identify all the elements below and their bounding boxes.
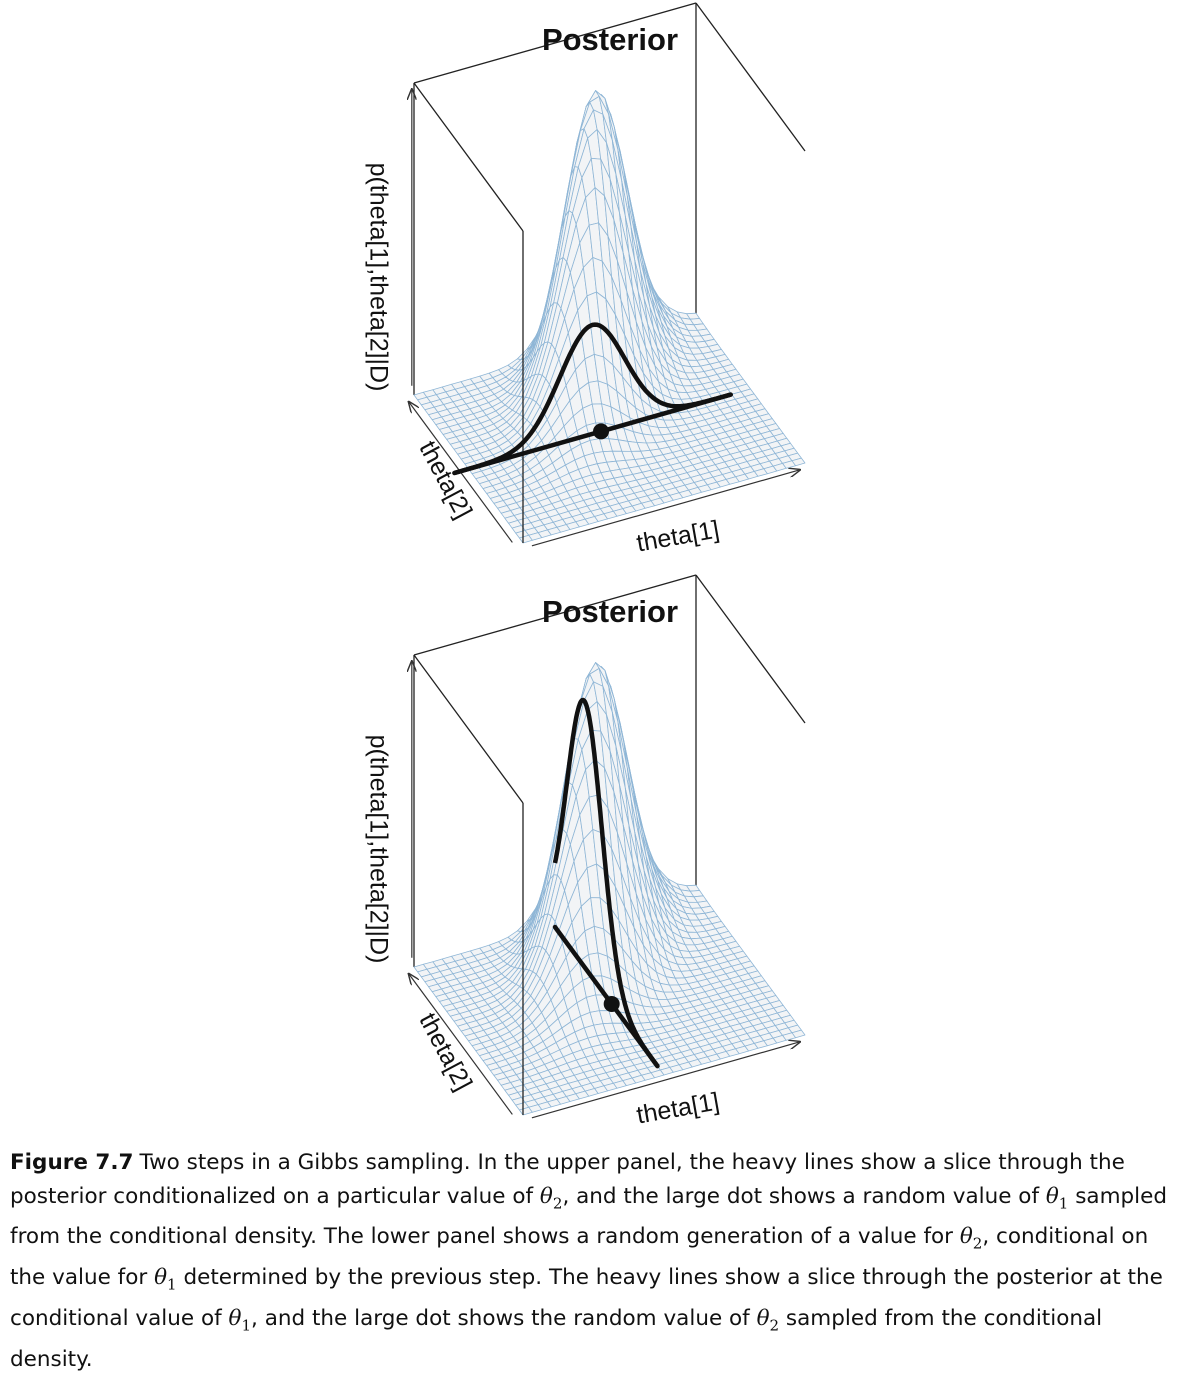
density-surface [413,662,806,1116]
box-edge [413,2,697,84]
box-edge [695,574,806,724]
theta1-symbol: θ1 [154,1265,177,1294]
caption-text-6: , and the large dot shows the random val… [251,1305,757,1331]
posterior-panel-bottom: Posterior p(theta[1],theta[2]|D) theta[2… [0,572,1190,1142]
caption-text-2: , and the large dot shows a random value… [562,1183,1046,1209]
surface-cell [791,457,806,467]
caption-text-4: , conditional on the value for [10,1224,1149,1291]
sampled-point [593,423,610,440]
posterior-plot-top [0,2,806,547]
figure-label: Figure 7.7 [10,1150,134,1175]
theta1-symbol: θ1 [1045,1183,1069,1212]
caption-text-1: Two steps in a Gibbs sampling. In the up… [10,1150,1125,1209]
panel-title-top: Posterior [541,22,679,57]
theta1-symbol: θ1 [228,1305,252,1335]
box-edge [413,654,524,804]
theta1-axis-arrow [531,470,800,547]
caption-text-3: sampled from the conditional density. Th… [10,1183,1168,1250]
theta2-axis-arrow [409,974,513,1115]
z-axis-label-bottom: p(theta[1],theta[2]|D) [364,734,393,964]
caption-text-5: determined by the previous step. The hea… [10,1265,1163,1331]
box-edge [413,82,524,232]
figure-caption: Figure 7.7 Two steps in a Gibbs sampling.… [10,1146,1175,1376]
conditional-density-curve [552,697,660,1068]
box-edge [413,574,697,656]
posterior-plot-bottom [0,574,806,1119]
box-edge [695,2,806,152]
theta2-symbol: θ2 [959,1224,983,1253]
density-surface [413,90,806,544]
theta2-symbol: θ2 [756,1305,780,1335]
panel-title-bottom: Posterior [541,594,679,629]
theta1-axis-arrow [531,1042,800,1119]
z-axis-label-top: p(theta[1],theta[2]|D) [364,162,393,392]
conditional-density-curve [453,322,732,476]
sampled-point [603,995,620,1012]
surface-cell [791,1029,806,1039]
posterior-panel-top: Posterior p(theta[1],theta[2]|D) theta[2… [0,0,1190,570]
theta2-symbol: θ2 [539,1183,563,1212]
